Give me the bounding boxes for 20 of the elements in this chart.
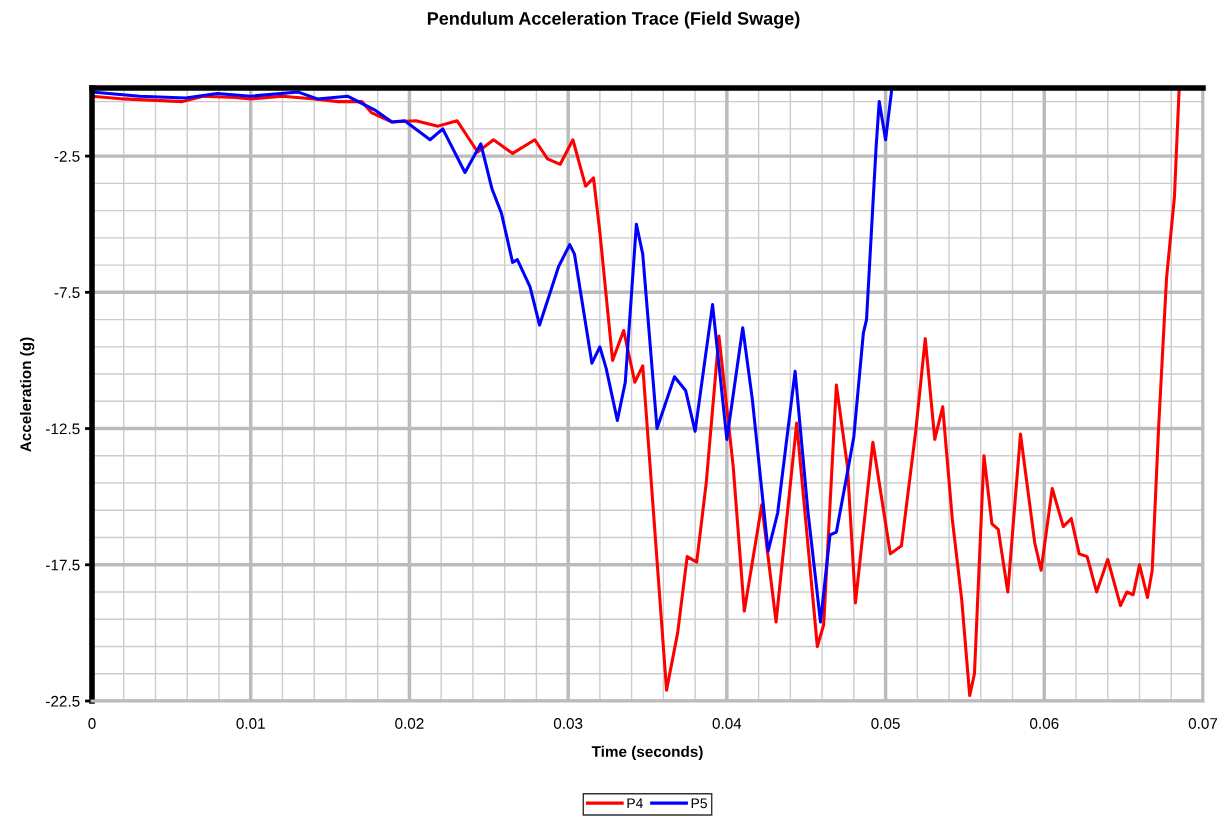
x-tick-label: 0.06 [1030, 718, 1059, 729]
chart-title: Pendulum Acceleration Trace (Field Swage) [427, 11, 800, 29]
legend-label: P5 [691, 798, 707, 809]
x-tick-label: 0.01 [236, 718, 265, 729]
y-axis-title: Acceleration (g) [19, 337, 35, 452]
y-tick-label: -2.5 [54, 150, 80, 162]
line-series [92, 88, 894, 624]
y-tick-label: -17.5 [46, 559, 80, 571]
x-tick-label: 0 [88, 718, 96, 729]
y-tick-label: -7.5 [54, 287, 80, 299]
x-tick-label: 0.07 [1188, 718, 1218, 729]
legend-label: P4 [627, 798, 643, 808]
x-tick-label: 0.05 [871, 718, 900, 729]
x-tick-label: 0.04 [712, 718, 742, 729]
y-tick-label: -22.5 [46, 695, 80, 707]
x-tick-label: 0.02 [395, 718, 424, 729]
x-axis-title: Time (seconds) [591, 745, 703, 761]
y-tick-label: -12.5 [46, 423, 80, 435]
line-series [92, 88, 1181, 698]
x-tick-label: 0.03 [553, 718, 583, 729]
